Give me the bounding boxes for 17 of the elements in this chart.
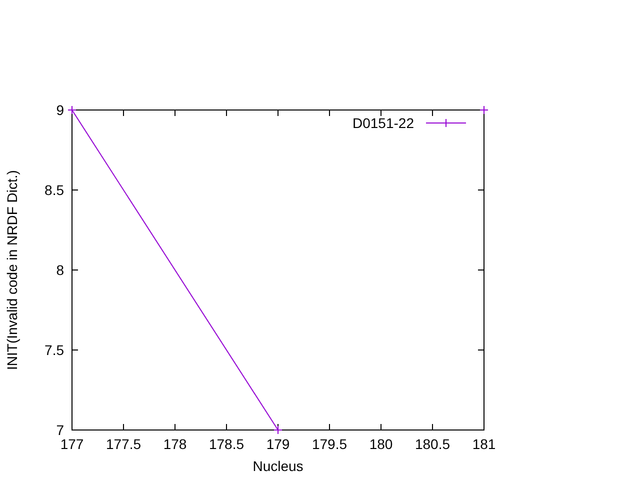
- x-tick-label: 180: [369, 436, 393, 452]
- x-tick-label: 177.5: [106, 436, 142, 452]
- y-tick-label: 7: [56, 422, 64, 438]
- y-axis-title: INIT(Invalid code in NRDF Dict.): [4, 170, 20, 370]
- x-tick-label: 179: [266, 436, 290, 452]
- y-tick-label: 7.5: [44, 342, 64, 358]
- x-tick-label: 177: [60, 436, 84, 452]
- x-tick-label: 180.5: [414, 436, 450, 452]
- y-tick-label: 8.5: [44, 182, 64, 198]
- x-tick-label: 178.5: [208, 436, 244, 452]
- x-axis-title: Nucleus: [252, 458, 304, 474]
- x-tick-label: 181: [472, 436, 496, 452]
- x-tick-label: 179.5: [312, 436, 348, 452]
- x-tick-label: 178: [163, 436, 187, 452]
- legend-label: D0151-22: [352, 115, 414, 131]
- y-tick-label: 9: [56, 102, 64, 118]
- y-tick-label: 8: [56, 262, 64, 278]
